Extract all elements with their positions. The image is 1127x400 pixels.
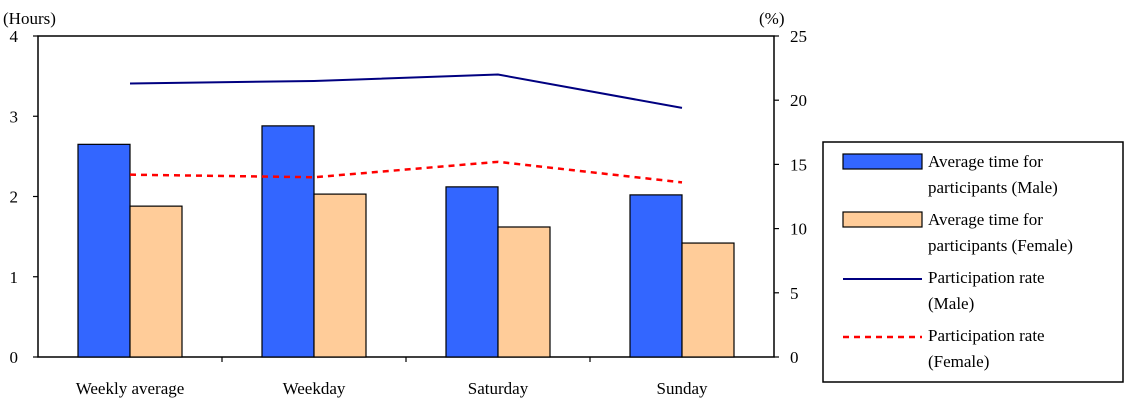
- bar-male-time: [261, 125, 315, 358]
- left-tick-label: 0: [10, 348, 19, 367]
- legend-label-male-time-1: Average time for: [928, 152, 1043, 171]
- left-axis: 0 1 2 3 4: [10, 27, 38, 367]
- right-tick-label: 25: [790, 27, 807, 46]
- right-tick-label: 0: [790, 348, 799, 367]
- bar-male-time: [77, 143, 131, 358]
- category-label: Weekday: [283, 379, 346, 398]
- category-label: Sunday: [657, 379, 709, 398]
- bar-male-time: [629, 194, 683, 358]
- bar-female-time: [129, 205, 183, 358]
- right-tick-label: 20: [790, 91, 807, 110]
- legend-label-male-rate-1: Participation rate: [928, 268, 1045, 287]
- right-tick-label: 15: [790, 155, 807, 174]
- left-tick-label: 4: [10, 27, 19, 46]
- category-label: Saturday: [468, 379, 529, 398]
- left-axis-unit: (Hours): [3, 9, 56, 28]
- legend-label-female-time-1: Average time for: [928, 210, 1043, 229]
- right-axis: 0 5 10 15 20 25: [774, 27, 807, 367]
- bar-female-time: [681, 242, 735, 358]
- category-axis: Weekly average Weekday Saturday Sunday: [76, 357, 708, 398]
- legend-label-female-rate-2: (Female): [928, 352, 989, 371]
- line-male-rate: [129, 73, 683, 109]
- legend-label-male-time-2: participants (Male): [928, 178, 1058, 197]
- right-tick-label: 10: [790, 220, 807, 239]
- legend-label-female-rate-1: Participation rate: [928, 326, 1045, 345]
- right-tick-label: 5: [790, 284, 799, 303]
- left-tick-label: 2: [10, 188, 19, 207]
- bar-female-time: [313, 193, 367, 358]
- legend-swatch-male-time: [842, 153, 923, 170]
- bar-female-time: [497, 226, 551, 358]
- right-axis-unit: (%): [759, 9, 784, 28]
- bar-male-time: [445, 186, 499, 358]
- line-female-rate: [129, 160, 683, 184]
- line-series: [129, 73, 683, 184]
- legend-box: [822, 141, 1124, 383]
- legend-label-male-rate-2: (Male): [928, 294, 974, 313]
- bar-series: [77, 125, 735, 358]
- category-label: Weekly average: [76, 379, 185, 398]
- left-tick-label: 3: [10, 107, 19, 126]
- legend-label-female-time-2: participants (Female): [928, 236, 1073, 255]
- legend-swatch-female-time: [842, 211, 923, 228]
- left-tick-label: 1: [10, 268, 19, 287]
